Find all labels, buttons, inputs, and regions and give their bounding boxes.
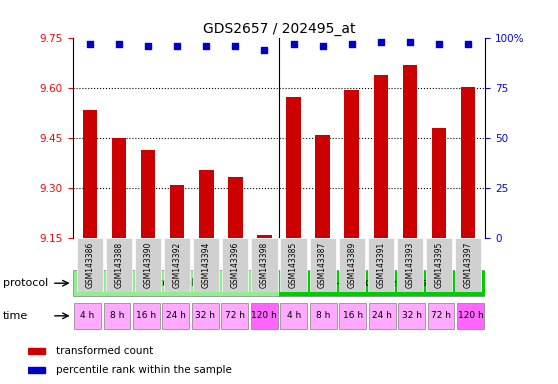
Text: GSM143390: GSM143390 [143, 242, 153, 288]
Point [464, 41, 473, 48]
Text: GSM143396: GSM143396 [231, 242, 240, 288]
Point [406, 39, 415, 45]
FancyBboxPatch shape [135, 238, 161, 292]
FancyBboxPatch shape [251, 303, 277, 329]
FancyBboxPatch shape [458, 303, 484, 329]
Text: 72 h: 72 h [225, 311, 245, 320]
Bar [83, 110, 97, 238]
Text: 24 h: 24 h [372, 311, 392, 320]
FancyBboxPatch shape [222, 238, 248, 292]
FancyBboxPatch shape [397, 238, 423, 292]
Bar [141, 150, 156, 238]
Text: percentile rank within the sample: percentile rank within the sample [56, 365, 232, 375]
FancyBboxPatch shape [162, 303, 189, 329]
Point [347, 41, 356, 48]
Title: GDS2657 / 202495_at: GDS2657 / 202495_at [203, 22, 355, 36]
Text: GSM143394: GSM143394 [202, 242, 211, 288]
Text: 16 h: 16 h [343, 311, 363, 320]
FancyBboxPatch shape [398, 303, 425, 329]
Point [435, 41, 444, 48]
Text: 120 h: 120 h [251, 311, 277, 320]
Text: 4 h: 4 h [287, 311, 301, 320]
FancyBboxPatch shape [104, 303, 130, 329]
Point [114, 41, 123, 48]
FancyBboxPatch shape [310, 238, 336, 292]
Point [85, 41, 94, 48]
Bar [112, 138, 126, 238]
FancyBboxPatch shape [192, 303, 219, 329]
Text: 32 h: 32 h [402, 311, 422, 320]
Text: GSM143398: GSM143398 [260, 242, 269, 288]
Text: transformed count: transformed count [56, 346, 153, 356]
FancyBboxPatch shape [428, 303, 454, 329]
Text: 8 h: 8 h [109, 311, 124, 320]
FancyBboxPatch shape [455, 238, 481, 292]
Text: 24 h: 24 h [166, 311, 186, 320]
Bar [461, 87, 475, 238]
Point [231, 43, 240, 50]
Point [202, 43, 211, 50]
Bar [344, 90, 359, 238]
Text: GSM143395: GSM143395 [435, 242, 444, 288]
FancyBboxPatch shape [369, 303, 396, 329]
Bar [28, 348, 46, 354]
FancyBboxPatch shape [251, 238, 277, 292]
FancyBboxPatch shape [77, 238, 103, 292]
Bar [28, 367, 46, 373]
FancyBboxPatch shape [193, 238, 219, 292]
FancyBboxPatch shape [133, 303, 160, 329]
Bar [315, 135, 330, 238]
Point [318, 43, 327, 50]
Bar [199, 170, 214, 238]
Text: 8 h: 8 h [316, 311, 330, 320]
Text: miR-124 overexpression: miR-124 overexpression [315, 278, 450, 288]
FancyBboxPatch shape [281, 238, 307, 292]
FancyBboxPatch shape [164, 238, 190, 292]
Text: GSM143397: GSM143397 [464, 242, 473, 288]
Point [260, 47, 269, 53]
Point [376, 39, 385, 45]
Text: 72 h: 72 h [431, 311, 451, 320]
Bar [373, 75, 388, 238]
FancyBboxPatch shape [279, 270, 485, 296]
FancyBboxPatch shape [368, 238, 394, 292]
Text: time: time [3, 311, 28, 321]
Text: GSM143392: GSM143392 [173, 242, 182, 288]
FancyBboxPatch shape [222, 303, 248, 329]
Point [289, 41, 298, 48]
Text: 32 h: 32 h [195, 311, 215, 320]
FancyBboxPatch shape [106, 238, 132, 292]
FancyBboxPatch shape [74, 303, 100, 329]
Text: protocol: protocol [3, 278, 48, 288]
Bar [170, 185, 185, 238]
Text: 16 h: 16 h [136, 311, 156, 320]
Text: GSM143389: GSM143389 [347, 242, 356, 288]
Bar [228, 177, 243, 238]
Text: GSM143391: GSM143391 [376, 242, 385, 288]
Point [143, 43, 152, 50]
Text: GSM143387: GSM143387 [318, 242, 327, 288]
FancyBboxPatch shape [310, 303, 336, 329]
Bar [286, 97, 301, 238]
FancyBboxPatch shape [281, 303, 307, 329]
Bar [432, 128, 446, 238]
FancyBboxPatch shape [339, 303, 366, 329]
Text: control: control [156, 278, 195, 288]
Text: GSM143386: GSM143386 [85, 242, 94, 288]
FancyBboxPatch shape [339, 238, 365, 292]
Text: GSM143388: GSM143388 [114, 242, 123, 288]
FancyBboxPatch shape [426, 238, 452, 292]
Point [173, 43, 182, 50]
Text: 120 h: 120 h [458, 311, 484, 320]
Text: GSM143385: GSM143385 [289, 242, 298, 288]
FancyBboxPatch shape [73, 270, 279, 296]
Bar [257, 235, 272, 238]
Bar [402, 65, 417, 238]
Text: 4 h: 4 h [80, 311, 94, 320]
Text: GSM143393: GSM143393 [405, 242, 415, 288]
